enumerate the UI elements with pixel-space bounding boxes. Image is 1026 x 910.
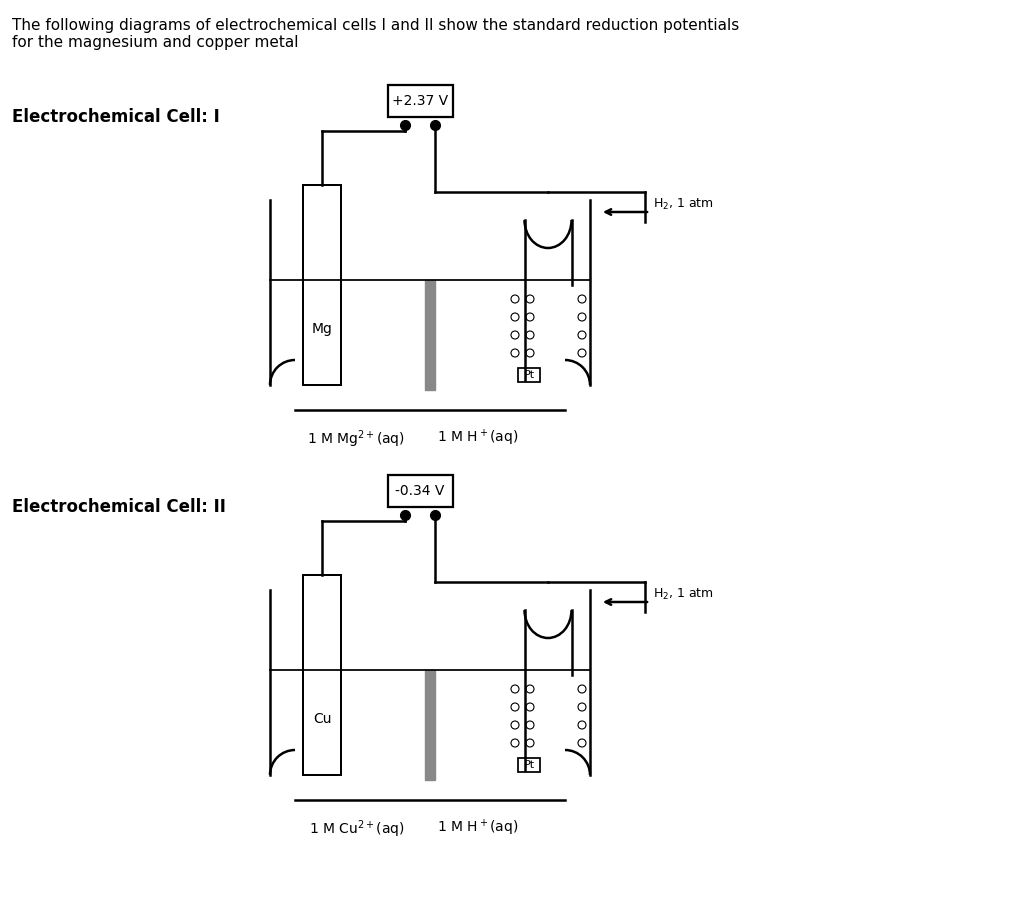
Bar (388, 85, 453, 117)
Text: Cu: Cu (313, 712, 331, 725)
Text: Electrochemical Cell: II: Electrochemical Cell: II (12, 498, 226, 516)
Text: Pt: Pt (523, 760, 535, 770)
Text: 1 M H$^+$(aq): 1 M H$^+$(aq) (437, 428, 519, 449)
Bar (303, 575, 341, 774)
Text: 1 M Cu$^{2+}$(aq): 1 M Cu$^{2+}$(aq) (309, 818, 404, 840)
Bar (303, 185, 341, 385)
Bar (425, 279, 435, 390)
Bar (388, 475, 453, 507)
Text: Electrochemical Cell: I: Electrochemical Cell: I (12, 108, 220, 126)
Text: The following diagrams of electrochemical cells I and II show the standard reduc: The following diagrams of electrochemica… (12, 18, 740, 50)
Text: Mg: Mg (312, 321, 332, 336)
Bar (425, 670, 435, 780)
Text: Pt: Pt (523, 370, 535, 380)
Bar (518, 758, 540, 772)
Text: H$_2$, 1 atm: H$_2$, 1 atm (653, 587, 714, 602)
Text: 1 M H$^+$(aq): 1 M H$^+$(aq) (437, 818, 519, 838)
Text: -0.34 V: -0.34 V (395, 484, 444, 498)
Text: H$_2$, 1 atm: H$_2$, 1 atm (653, 197, 714, 212)
Text: +2.37 V: +2.37 V (392, 94, 448, 108)
Bar (518, 368, 540, 382)
Text: 1 M Mg$^{2+}$(aq): 1 M Mg$^{2+}$(aq) (308, 428, 405, 450)
